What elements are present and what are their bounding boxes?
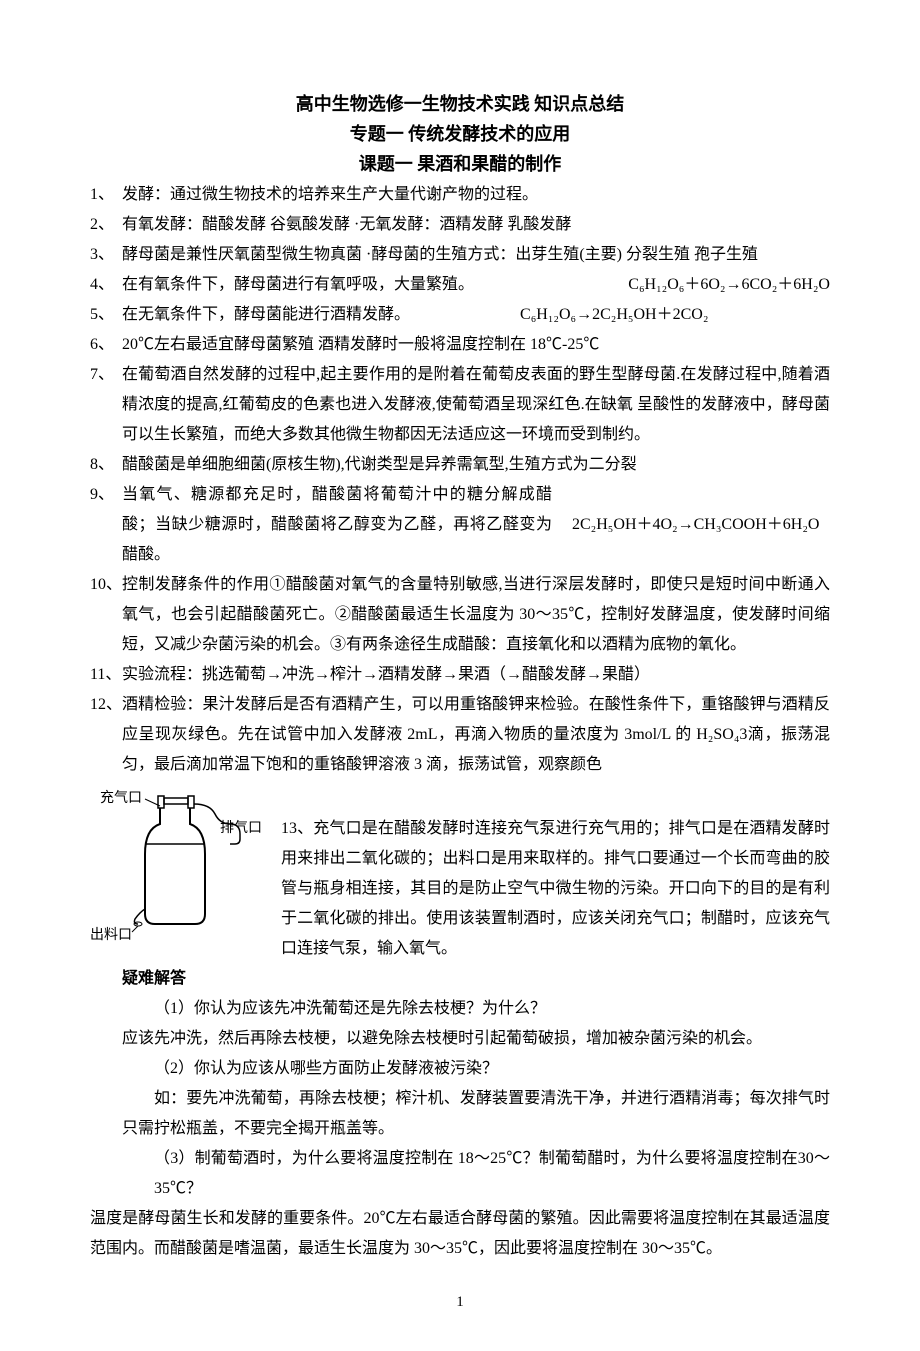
item-13-text: 13、充气口是在醋酸发酵时连接充气泵进行充气用的；排气口是在酒精发酵时用来排出二… bbox=[265, 784, 830, 964]
qa-heading: 疑难解答 bbox=[90, 964, 830, 994]
main-title: 高中生物选修一生物技术实践 知识点总结 bbox=[90, 90, 830, 118]
qa-q1: （1）你认为应该先冲洗葡萄还是先除去枝梗？为什么？ bbox=[90, 994, 830, 1024]
qa-a2: 如：要先冲洗葡萄，再除去枝梗；榨汁机、发酵装置要清洗干净，并进行酒精消毒；每次排… bbox=[90, 1084, 830, 1144]
item-2: 2、 有氧发酵：醋酸发酵 谷氨酸发酵 ·无氧发酵：酒精发酵 乳酸发酵 bbox=[90, 210, 830, 240]
item-1-text: 发酵：通过微生物技术的培养来生产大量代谢产物的过程。 bbox=[122, 180, 830, 210]
item-9-num: 9、 bbox=[90, 480, 122, 570]
charge-port-label: 充气口 bbox=[100, 790, 142, 806]
item-7-text: 在葡萄酒自然发酵的过程中,起主要作用的是附着在葡萄皮表面的野生型酵母菌.在发酵过… bbox=[122, 360, 830, 450]
item-2-text: 有氧发酵：醋酸发酵 谷氨酸发酵 ·无氧发酵：酒精发酵 乳酸发酵 bbox=[122, 210, 830, 240]
qa-a1: 应该先冲洗，然后再除去枝梗，以避免除去枝梗时引起葡萄破损，增加被杂菌污染的机会。 bbox=[90, 1024, 830, 1054]
item-9-formula: 2C₂H₅OH＋4O₂→CH₃COOH＋6H₂O bbox=[552, 510, 819, 600]
item-10-num: 10、 bbox=[90, 570, 122, 660]
item-9: 9、 当氧气、糖源都充足时，醋酸菌将葡萄汁中的糖分解成醋酸；当缺少糖源时，醋酸菌… bbox=[90, 480, 830, 570]
item-1-num: 1、 bbox=[90, 180, 122, 210]
bottle-svg: 充气口 排气口 出料口 bbox=[90, 784, 265, 954]
item-12: 12、 酒精检验：果汁发酵后是否有酒精产生，可以用重铬酸钾来检验。在酸性条件下，… bbox=[90, 690, 830, 780]
qa-q2: （2）你认为应该从哪些方面防止发酵液被污染？ bbox=[90, 1054, 830, 1084]
item-3: 3、 酵母菌是兼性厌氧菌型微生物真菌 ·酵母菌的生殖方式：出芽生殖(主要) 分裂… bbox=[90, 240, 830, 270]
item-5-num: 5、 bbox=[90, 300, 122, 330]
item-6-text: 20℃左右最适宜酵母菌繁殖 酒精发酵时一般将温度控制在 18℃-25℃ bbox=[122, 330, 830, 360]
item-4: 4、 在有氧条件下，酵母菌进行有氧呼吸，大量繁殖。 C₆H₁₂O₆＋6O₂→6C… bbox=[90, 270, 830, 300]
item-7-num: 7、 bbox=[90, 360, 122, 450]
item-8: 8、 醋酸菌是单细胞细菌(原核生物),代谢类型是异养需氧型,生殖方式为二分裂 bbox=[90, 450, 830, 480]
item-5-text: 在无氧条件下，酵母菌能进行酒精发酵。 bbox=[122, 300, 410, 330]
item-6: 6、 20℃左右最适宜酵母菌繁殖 酒精发酵时一般将温度控制在 18℃-25℃ bbox=[90, 330, 830, 360]
fermentation-bottle-diagram: 充气口 排气口 出料口 bbox=[90, 784, 265, 954]
item-6-num: 6、 bbox=[90, 330, 122, 360]
qa-q3: （3）制葡萄酒时，为什么要将温度控制在 18～25℃？制葡萄醋时，为什么要将温度… bbox=[90, 1144, 830, 1204]
item-5: 5、 在无氧条件下，酵母菌能进行酒精发酵。 C₆H₁₂O₆→2C₂H₅OH＋2C… bbox=[90, 300, 830, 330]
item-11-text: 实验流程：挑选葡萄→冲洗→榨汁→酒精发酵→果酒（→醋酸发酵→果醋） bbox=[122, 660, 830, 690]
exhaust-port-label: 排气口 bbox=[220, 820, 262, 836]
item-1: 1、 发酵：通过微生物技术的培养来生产大量代谢产物的过程。 bbox=[90, 180, 830, 210]
item-9-text: 当氧气、糖源都充足时，醋酸菌将葡萄汁中的糖分解成醋酸；当缺少糖源时，醋酸菌将乙醇… bbox=[122, 480, 552, 570]
item-11-num: 11、 bbox=[90, 660, 122, 690]
subtitle-1: 专题一 传统发酵技术的应用 bbox=[90, 120, 830, 148]
item-3-num: 3、 bbox=[90, 240, 122, 270]
item-11: 11、 实验流程：挑选葡萄→冲洗→榨汁→酒精发酵→果酒（→醋酸发酵→果醋） bbox=[90, 660, 830, 690]
outlet-port-label: 出料口 bbox=[90, 927, 132, 943]
item-7: 7、 在葡萄酒自然发酵的过程中,起主要作用的是附着在葡萄皮表面的野生型酵母菌.在… bbox=[90, 360, 830, 450]
page-number: 1 bbox=[90, 1294, 830, 1311]
item-12-text: 酒精检验：果汁发酵后是否有酒精产生，可以用重铬酸钾来检验。在酸性条件下，重铬酸钾… bbox=[122, 690, 830, 780]
item-3-text: 酵母菌是兼性厌氧菌型微生物真菌 ·酵母菌的生殖方式：出芽生殖(主要) 分裂生殖 … bbox=[122, 240, 830, 270]
item-2-num: 2、 bbox=[90, 210, 122, 240]
item-4-formula: C₆H₁₂O₆＋6O₂→6CO₂＋6H₂O bbox=[608, 270, 830, 300]
item-5-formula: C₆H₁₂O₆→2C₂H₅OH＋2CO₂ bbox=[410, 300, 708, 330]
item-4-num: 4、 bbox=[90, 270, 122, 300]
item-8-num: 8、 bbox=[90, 450, 122, 480]
item-4-text: 在有氧条件下，酵母菌进行有氧呼吸，大量繁殖。 bbox=[122, 270, 608, 300]
item-12-num: 12、 bbox=[90, 690, 122, 780]
item-8-text: 醋酸菌是单细胞细菌(原核生物),代谢类型是异养需氧型,生殖方式为二分裂 bbox=[122, 450, 830, 480]
subtitle-2: 课题一 果酒和果醋的制作 bbox=[90, 150, 830, 178]
diagram-text-block: 充气口 排气口 出料口 13、充气口是在醋酸发酵时连接充气泵进行充气用的；排气口… bbox=[90, 784, 830, 964]
qa-a3: 温度是酵母菌生长和发酵的重要条件。20℃左右最适合酵母菌的繁殖。因此需要将温度控… bbox=[90, 1204, 830, 1264]
